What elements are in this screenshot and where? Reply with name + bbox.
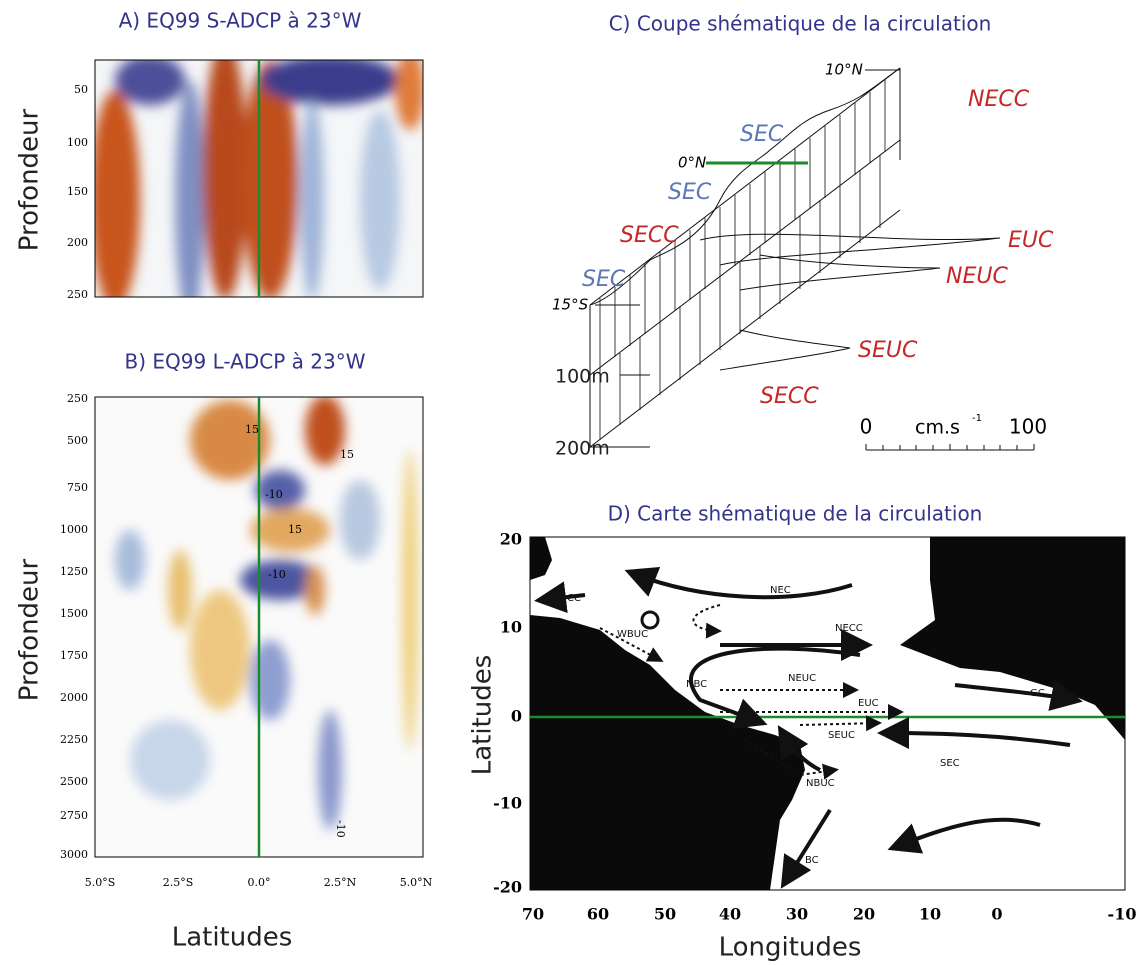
y-axis-label: Latitudes — [468, 655, 498, 776]
current-label: NBUC — [806, 778, 835, 789]
current-label: NEUC — [788, 673, 816, 684]
x-tick-label: 5.0°N — [400, 876, 433, 889]
current-label: EUC — [858, 698, 879, 709]
y-tick-label: 100 — [67, 136, 88, 149]
panel-title: D) Carte shématique de la circulation — [608, 502, 983, 526]
scale-min: 0 — [860, 415, 873, 439]
y-tick-label: 50 — [74, 83, 88, 96]
latitude-label: 10°N — [825, 61, 863, 79]
x-ticks: 70 60 50 40 30 20 10 0 -10 — [522, 905, 1137, 924]
velocity-field — [95, 60, 423, 297]
y-tick-label: 0 — [511, 707, 522, 726]
scale-max: 100 — [1009, 415, 1047, 439]
y-tick-label: 1500 — [60, 607, 88, 620]
current-label: NBC — [686, 679, 707, 690]
contour-labels: 15 -10 15 -10 15 -10 — [245, 423, 354, 838]
x-tick-label: 70 — [522, 905, 544, 924]
scale-unit: cm.s — [915, 417, 960, 439]
x-ticks: 5.0°S 2.5°S 0.0° 2.5°N 5.0°N — [85, 876, 433, 889]
y-tick-label: 20 — [500, 530, 522, 549]
y-tick-label: -10 — [493, 794, 522, 813]
current-label: NEUC — [946, 264, 1008, 289]
x-tick-label: 20 — [853, 905, 875, 924]
current-label: BC — [805, 855, 819, 866]
y-tick-label: 150 — [67, 185, 88, 198]
x-axis-label: Latitudes — [172, 923, 293, 953]
y-tick-label: 200 — [67, 236, 88, 249]
y-tick-label: 250 — [67, 288, 88, 301]
x-tick-label: 50 — [654, 905, 676, 924]
contour-label: 15 — [288, 523, 302, 536]
y-tick-label: -20 — [493, 878, 522, 897]
section-schematic — [589, 67, 1001, 449]
panel-title: C) Coupe shématique de la circulation — [609, 12, 992, 36]
x-tick-label: 40 — [719, 905, 741, 924]
current-label: SEC — [940, 758, 960, 769]
x-tick-label: 30 — [786, 905, 808, 924]
current-label: WBUC — [617, 629, 648, 640]
panel-title: A) EQ99 S-ADCP à 23°W — [119, 9, 362, 33]
x-tick-label: -10 — [1108, 905, 1137, 924]
x-axis-label: Longitudes — [719, 933, 862, 963]
latitude-label: 15°S — [552, 296, 589, 314]
y-axis-label: Profondeur — [15, 108, 45, 251]
x-tick-label: 0.0° — [248, 876, 271, 889]
contour-label: -10 — [268, 568, 286, 581]
current-label: EUC — [1008, 228, 1054, 253]
y-ticks: 250 500 750 1000 1250 1500 1750 2000 225… — [60, 392, 88, 861]
y-tick-label: 1000 — [60, 523, 88, 536]
scale-exponent: -1 — [972, 413, 982, 424]
contour-label: 15 — [245, 423, 259, 436]
current-label: SECC — [760, 384, 819, 409]
current-label: SEC — [740, 122, 784, 147]
current-label: CC — [567, 593, 581, 604]
y-ticks: 50 100 150 200 250 — [67, 83, 88, 301]
contour-label: -10 — [334, 820, 347, 838]
y-ticks: 20 10 0 -10 -20 — [493, 530, 522, 897]
contour-label: -10 — [265, 488, 283, 501]
current-label: NECC — [835, 623, 863, 634]
contour-label: 15 — [340, 448, 354, 461]
y-axis-label: Profondeur — [15, 558, 45, 701]
x-tick-label: 60 — [587, 905, 609, 924]
scale-bar: 0 cm.s -1 100 — [860, 413, 1047, 451]
y-tick-label: 2000 — [60, 691, 88, 704]
x-tick-label: 0 — [991, 905, 1002, 924]
y-tick-label: 250 — [67, 392, 88, 405]
y-tick-label: 3000 — [60, 848, 88, 861]
current-label: NECC — [968, 87, 1030, 112]
y-tick-label: 2500 — [60, 775, 88, 788]
current-label: SEUC — [858, 338, 918, 363]
x-tick-label: 5.0°S — [85, 876, 116, 889]
current-label: SEUC — [828, 730, 855, 741]
y-tick-label: 500 — [67, 434, 88, 447]
map: CC NEC WBUC NECC NBC NEUC EUC GC SEUC NB… — [529, 536, 1126, 891]
depth-label: 100m — [555, 366, 610, 388]
x-tick-label: 2.5°N — [324, 876, 357, 889]
current-label: SEC — [582, 267, 626, 292]
y-tick-label: 1250 — [60, 565, 88, 578]
y-tick-label: 750 — [67, 481, 88, 494]
y-tick-label: 2750 — [60, 809, 88, 822]
y-tick-label: 2250 — [60, 733, 88, 746]
panel-title: B) EQ99 L-ADCP à 23°W — [125, 350, 366, 374]
x-tick-label: 2.5°S — [163, 876, 194, 889]
current-label: SECC — [620, 223, 679, 248]
x-tick-label: 10 — [919, 905, 941, 924]
depth-label: 200m — [555, 438, 610, 460]
latitude-label: 0°N — [678, 154, 706, 172]
current-label: GC — [1030, 688, 1045, 699]
current-label: NEC — [770, 585, 791, 596]
current-label: SEC — [668, 180, 712, 205]
y-tick-label: 10 — [500, 618, 522, 637]
y-tick-label: 1750 — [60, 649, 88, 662]
